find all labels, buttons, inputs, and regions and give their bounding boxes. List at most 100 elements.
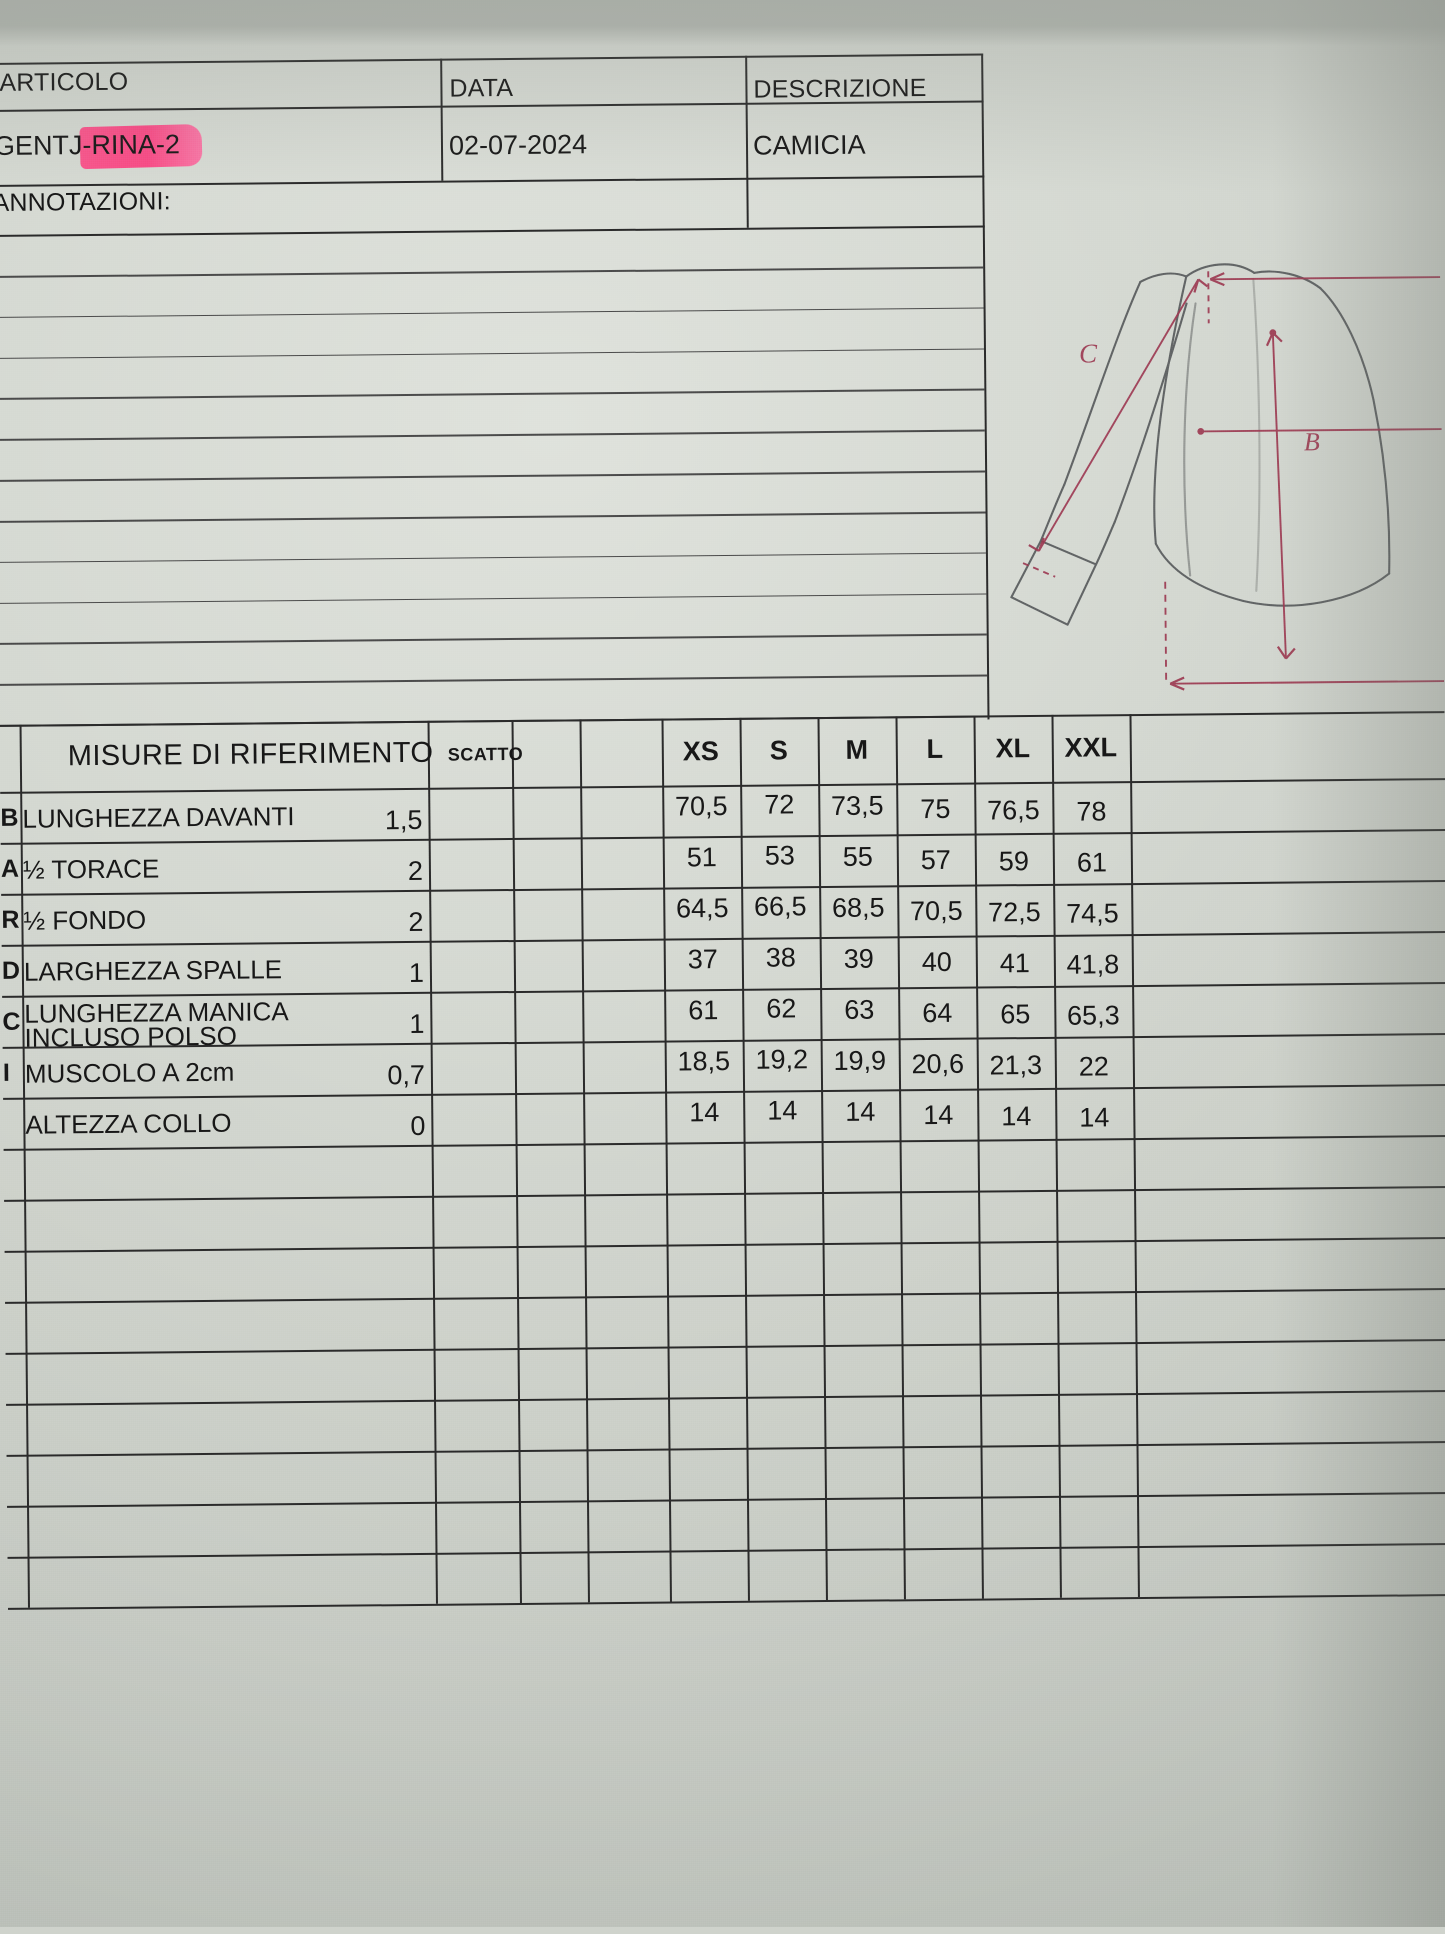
cell-r6-m: 14 xyxy=(821,1096,899,1128)
cell-r2-m: 68,5 xyxy=(819,892,897,924)
cell-r2-xs: 64,5 xyxy=(663,893,741,925)
size-header-xl: XL xyxy=(974,733,1052,765)
annotazioni-rule-line xyxy=(0,307,984,318)
data-value: 02-07-2024 xyxy=(449,129,587,161)
annotazioni-rule-line xyxy=(0,552,986,563)
table-column-divider xyxy=(428,721,438,1604)
cell-r1-l: 57 xyxy=(897,845,975,877)
table-top-border xyxy=(0,711,1444,727)
cell-r1-xl: 59 xyxy=(975,846,1053,878)
cell-r0-xxl: 78 xyxy=(1052,796,1130,828)
cell-r6-l: 14 xyxy=(899,1100,977,1132)
divider xyxy=(745,56,749,228)
divider xyxy=(0,175,984,187)
sketch-annotation-b: B xyxy=(1304,427,1320,456)
cell-r3-xs: 37 xyxy=(664,944,742,976)
cell-r3-l: 40 xyxy=(898,947,976,979)
cell-r2-xl: 72,5 xyxy=(975,897,1053,929)
cell-r3-xl: 41 xyxy=(976,948,1054,980)
table-column-divider xyxy=(579,719,589,1602)
row-code-0: B xyxy=(0,804,18,833)
table-row-divider xyxy=(6,1339,1445,1355)
annotazioni-rule-line xyxy=(0,266,983,277)
cell-r6-s: 14 xyxy=(743,1095,821,1127)
cell-r0-m: 73,5 xyxy=(818,790,896,822)
table-row-divider xyxy=(8,1543,1445,1559)
cell-r6-xs: 14 xyxy=(665,1097,743,1129)
cell-r1-m: 55 xyxy=(819,841,897,873)
technical-sketch: C B xyxy=(989,181,1444,715)
cell-r4-xl: 65 xyxy=(976,999,1054,1031)
size-header-s: S xyxy=(740,735,818,767)
annotazioni-right-border xyxy=(983,225,990,719)
annotazioni-rule-line xyxy=(0,634,987,645)
sketch-annotation-c: C xyxy=(1079,338,1098,368)
cell-r3-xxl: 41,8 xyxy=(1054,949,1132,981)
data-label: DATA xyxy=(449,74,513,104)
table-title: MISURE DI RIFERIMENTO xyxy=(68,737,434,774)
table-column-divider xyxy=(512,720,522,1603)
row-code-2: R xyxy=(1,906,19,935)
descrizione-value: CAMICIA xyxy=(753,130,866,162)
cell-r2-l: 70,5 xyxy=(897,896,975,928)
table-row-divider xyxy=(5,1288,1445,1304)
divider xyxy=(0,53,983,65)
cell-r3-s: 38 xyxy=(742,942,820,974)
annotazioni-rule-line xyxy=(0,389,984,400)
cell-r5-xl: 21,3 xyxy=(977,1050,1055,1082)
table-row-divider xyxy=(4,1186,1445,1202)
cell-r0-xl: 76,5 xyxy=(974,795,1052,827)
cell-r4-m: 63 xyxy=(820,994,898,1026)
row-code-1: A xyxy=(1,855,19,884)
cell-r1-xxl: 61 xyxy=(1053,847,1131,879)
row-code-5: I xyxy=(3,1059,10,1088)
size-header-xxl: XXL xyxy=(1052,732,1130,764)
table-row-divider xyxy=(7,1492,1445,1508)
cell-r5-l: 20,6 xyxy=(899,1049,977,1081)
cell-r4-xxl: 65,3 xyxy=(1054,1000,1132,1032)
table-row-divider xyxy=(6,1390,1445,1406)
row-scatto-1: 2 xyxy=(23,856,423,891)
cell-r5-s: 19,2 xyxy=(743,1044,821,1076)
cell-r4-l: 64 xyxy=(898,998,976,1030)
divider xyxy=(440,59,443,181)
annotazioni-rule-line xyxy=(0,348,984,359)
annotazioni-rule-line xyxy=(0,430,985,441)
scatto-header: SCATTO xyxy=(448,744,524,766)
row-scatto-5: 0,7 xyxy=(25,1060,425,1095)
annotazioni-rule-line xyxy=(0,511,986,522)
size-header-xs: XS xyxy=(662,736,740,768)
cell-r5-xs: 18,5 xyxy=(665,1046,743,1078)
divider xyxy=(981,53,985,225)
size-header-l: L xyxy=(896,734,974,766)
cell-r2-xxl: 74,5 xyxy=(1053,898,1131,930)
row-code-4: C xyxy=(2,1008,20,1037)
size-header-m: M xyxy=(818,734,896,766)
row-scatto-3: 1 xyxy=(24,958,424,993)
row-scatto-6: 0 xyxy=(25,1111,425,1146)
cell-r1-s: 53 xyxy=(741,840,819,872)
cell-r0-l: 75 xyxy=(896,794,974,826)
annotazioni-rule-line xyxy=(0,593,986,604)
annotazioni-rule-line xyxy=(0,675,987,686)
table-row-divider xyxy=(5,1237,1445,1253)
descrizione-label: DESCRIZIONE xyxy=(753,74,926,105)
row-scatto-4: 1 xyxy=(24,1009,424,1044)
cell-r3-m: 39 xyxy=(820,943,898,975)
cell-r6-xl: 14 xyxy=(977,1101,1055,1133)
cell-r4-s: 62 xyxy=(742,993,820,1025)
cell-r5-xxl: 22 xyxy=(1055,1051,1133,1083)
cell-r0-s: 72 xyxy=(740,789,818,821)
row-scatto-0: 1,5 xyxy=(22,805,422,840)
divider xyxy=(0,225,985,237)
cell-r6-xxl: 14 xyxy=(1055,1102,1133,1134)
annotazioni-rule-line xyxy=(0,470,985,481)
table-row-divider xyxy=(7,1441,1445,1457)
cell-r4-xs: 61 xyxy=(664,995,742,1027)
annotazioni-label: ANNOTAZIONI: xyxy=(0,187,171,218)
cell-r1-xs: 51 xyxy=(663,842,741,874)
cell-r0-xs: 70,5 xyxy=(662,791,740,823)
table-column-divider xyxy=(1129,714,1139,1597)
row-scatto-2: 2 xyxy=(23,907,423,942)
